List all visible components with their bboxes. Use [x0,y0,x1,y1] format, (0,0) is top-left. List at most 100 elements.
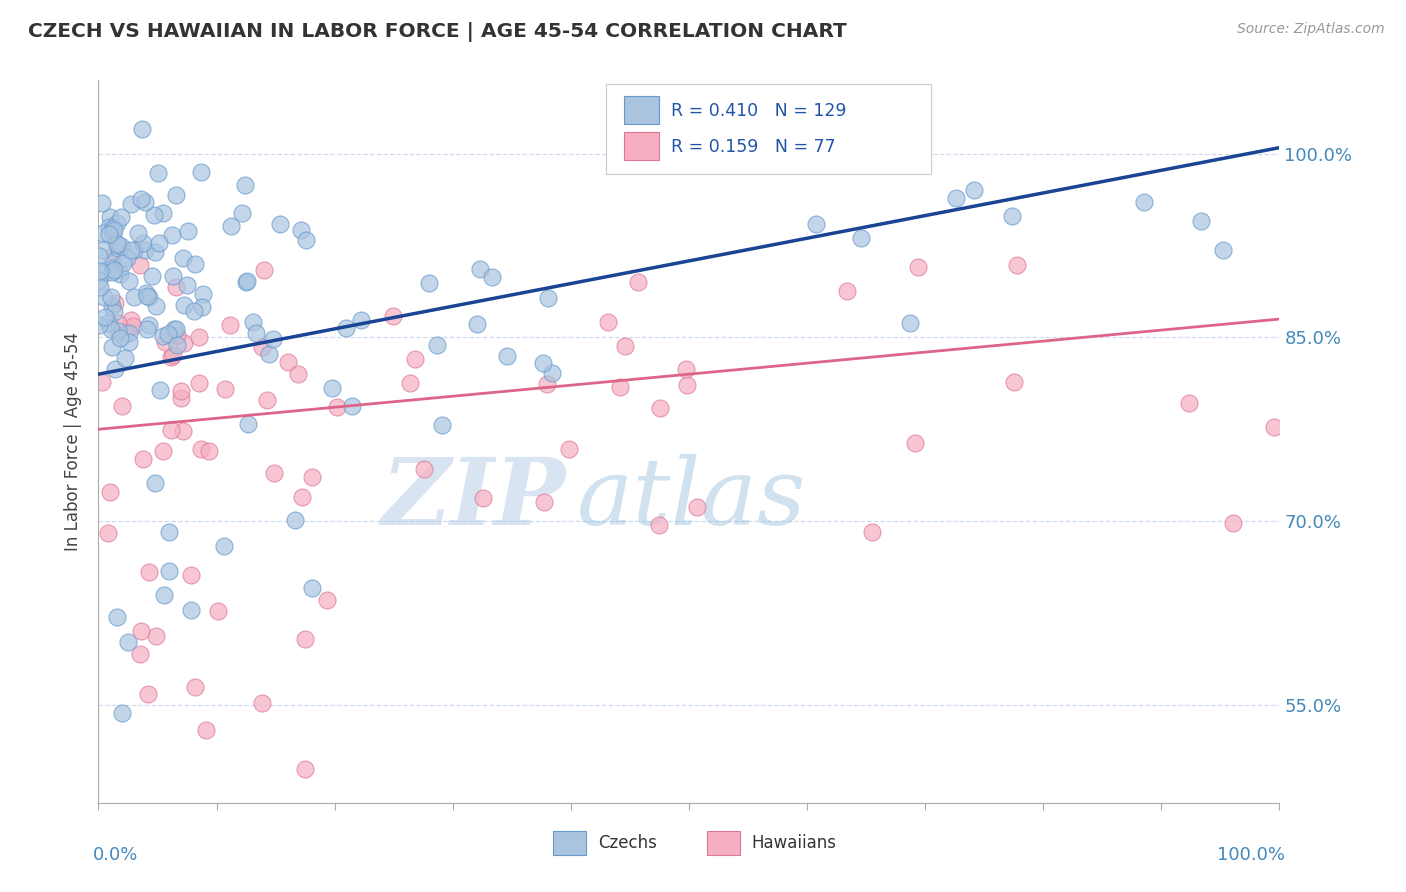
Point [262,332,284,346]
Point [1002,375,1025,389]
Point [207,605,229,619]
Point [101,227,124,242]
Text: R = 0.410   N = 129: R = 0.410 N = 129 [671,102,846,120]
Point [1132,194,1154,209]
Point [159,423,181,437]
Point [536,376,558,391]
Point [104,362,127,376]
FancyBboxPatch shape [624,132,659,160]
Point [945,191,967,205]
Point [152,443,174,458]
Point [107,324,129,338]
Point [148,236,170,251]
Point [165,321,187,335]
Point [1178,396,1201,410]
Text: Czechs: Czechs [598,834,657,852]
Point [132,452,155,467]
Point [138,565,160,579]
Point [145,629,167,643]
Point [648,518,671,533]
FancyBboxPatch shape [707,831,740,855]
Point [465,317,488,331]
Point [97,317,120,331]
Point [1001,209,1024,223]
Point [252,697,274,711]
Point [132,235,155,250]
Point [103,263,125,277]
Point [418,277,440,291]
Point [146,166,169,180]
Point [141,268,163,283]
Point [531,355,554,369]
Point [176,278,198,293]
Point [177,224,200,238]
Point [120,313,142,327]
Point [143,244,166,259]
Point [1005,258,1028,272]
Point [91,243,114,257]
Point [134,194,156,209]
Point [118,335,141,350]
Point [212,539,235,553]
Point [849,231,872,245]
FancyBboxPatch shape [606,84,931,174]
Point [120,197,142,211]
Point [136,687,159,701]
Point [291,490,314,504]
Point [100,322,122,336]
Point [269,217,291,231]
Point [93,290,115,304]
Point [110,210,132,224]
Point [187,329,209,343]
Point [1222,516,1244,531]
Point [98,227,121,241]
Text: atlas: atlas [576,454,806,544]
Point [165,280,187,294]
Point [252,340,274,354]
Point [162,268,184,283]
Point [214,383,236,397]
Point [301,470,323,484]
Point [128,647,150,661]
Text: 100.0%: 100.0% [1218,846,1285,863]
Point [149,383,172,397]
Point [156,326,179,341]
Point [87,249,110,263]
Point [97,525,120,540]
Point [1212,244,1234,258]
Point [118,274,141,288]
Point [537,291,560,305]
Point [153,588,176,602]
Point [219,318,242,333]
Point [91,226,114,240]
Point [155,334,177,349]
Point [190,165,212,179]
Point [335,320,357,334]
Text: ZIP: ZIP [381,454,565,544]
Point [103,223,125,237]
Point [108,267,131,281]
Point [613,339,636,353]
Point [157,564,180,578]
Point [321,381,343,395]
Point [326,400,349,414]
Point [399,376,422,390]
Text: Source: ZipAtlas.com: Source: ZipAtlas.com [1237,22,1385,37]
Point [648,401,671,415]
Point [135,285,157,300]
Point [89,279,111,293]
Point [111,400,134,414]
Point [105,610,128,624]
FancyBboxPatch shape [553,831,586,855]
Point [157,525,180,540]
Point [425,338,447,352]
Point [108,331,131,345]
Point [117,634,139,648]
Point [103,245,125,260]
Point [907,260,929,274]
Point [105,216,128,230]
Point [131,122,153,136]
Point [496,349,519,363]
Point [129,193,152,207]
Point [89,264,111,278]
